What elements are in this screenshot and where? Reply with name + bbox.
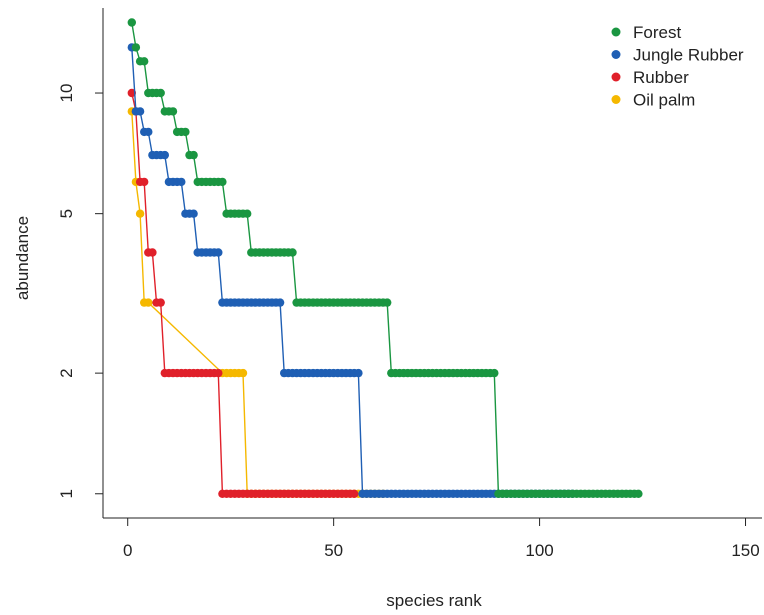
data-point-forest [218,177,227,187]
data-point-jungle-rubber [144,127,153,137]
data-point-forest [168,107,178,116]
y-tick-label: 2 [57,368,76,377]
data-point-forest [634,489,643,498]
data-point-rubber [214,368,223,378]
data-point-forest [243,209,252,218]
data-point-jungle-rubber [275,298,285,307]
legend-label-rubber: Rubber [633,68,689,87]
y-tick-label: 10 [57,84,76,103]
series-rubber [127,88,359,498]
data-point-jungle-rubber [160,150,169,160]
data-point-rubber [156,298,165,307]
axes-layer: 0 50 100 150 1 2 5 10 [57,8,762,560]
data-point-forest [181,127,190,137]
data-point-rubber [350,489,359,498]
series-jungle-rubber [127,43,577,498]
series-line-forest [131,22,639,495]
data-point-oil-palm [144,298,153,307]
legend-marker-jungle-rubber [611,50,621,59]
data-point-jungle-rubber [354,368,363,378]
legend-item-oil-palm: Oil palm [611,91,695,110]
series-forest [127,18,643,498]
x-tick-label: 50 [324,541,343,560]
data-point-oil-palm [135,209,145,218]
data-point-rubber [148,248,157,257]
data-point-jungle-rubber [214,248,223,257]
data-point-forest [140,57,149,66]
data-point-forest [131,43,141,52]
data-point-jungle-rubber [177,177,186,187]
data-point-oil-palm [238,368,248,378]
x-tick-label: 150 [731,541,759,560]
x-tick-label: 0 [123,541,132,560]
data-point-rubber [140,177,149,187]
legend-marker-rubber [611,72,621,82]
series-line-jungle-rubber [131,47,573,495]
y-axis-title: abundance [13,216,32,300]
legend-item-forest: Forest [611,23,681,42]
legend-label-jungle-rubber: Jungle Rubber [633,46,744,65]
y-tick-label: 5 [57,209,76,218]
legend-item-rubber: Rubber [611,68,689,87]
x-tick-label: 100 [525,541,553,560]
legend: Forest Jungle Rubber Rubber Oil palm [611,23,744,110]
data-point-jungle-rubber [189,209,198,218]
data-point-forest [288,248,297,257]
data-point-forest [156,88,165,98]
legend-item-jungle-rubber: Jungle Rubber [611,46,744,65]
data-point-forest [383,298,392,307]
series-layer [127,18,643,498]
legend-label-forest: Forest [633,23,681,42]
data-point-forest [490,368,499,378]
data-point-jungle-rubber [135,107,145,116]
legend-marker-forest [611,27,621,37]
legend-label-oil-palm: Oil palm [633,91,695,110]
data-point-forest [189,150,198,160]
y-tick-label: 1 [57,489,76,498]
data-point-forest [127,18,136,27]
legend-marker-oil-palm [611,95,621,104]
x-axis-title: species rank [386,591,482,610]
